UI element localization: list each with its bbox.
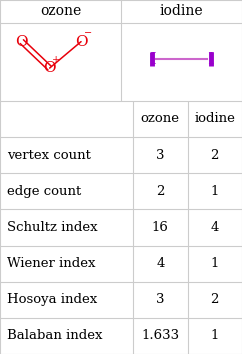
Text: 2: 2: [211, 149, 219, 162]
Text: vertex count: vertex count: [7, 149, 91, 162]
Text: ozone: ozone: [40, 4, 81, 18]
Text: 2: 2: [156, 185, 165, 198]
Text: 3: 3: [156, 293, 165, 306]
Text: 1.633: 1.633: [141, 330, 179, 342]
Text: 4: 4: [156, 257, 165, 270]
Text: 1: 1: [211, 185, 219, 198]
Text: iodine: iodine: [160, 4, 203, 18]
Text: 3: 3: [156, 149, 165, 162]
Text: edge count: edge count: [7, 185, 82, 198]
Text: −: −: [84, 29, 92, 38]
Text: 16: 16: [152, 221, 169, 234]
Text: ozone: ozone: [141, 113, 180, 125]
Text: I: I: [207, 51, 214, 68]
Text: O: O: [43, 61, 56, 75]
Text: I: I: [149, 51, 156, 68]
Text: Hosoya index: Hosoya index: [7, 293, 98, 306]
Text: 1: 1: [211, 257, 219, 270]
Text: Balaban index: Balaban index: [7, 330, 103, 342]
Text: Schultz index: Schultz index: [7, 221, 98, 234]
Text: 4: 4: [211, 221, 219, 234]
Text: Wiener index: Wiener index: [7, 257, 96, 270]
Text: 1: 1: [211, 330, 219, 342]
Text: +: +: [52, 55, 60, 64]
Text: iodine: iodine: [194, 113, 235, 125]
Text: O: O: [75, 35, 87, 48]
Text: 2: 2: [211, 293, 219, 306]
Text: O: O: [15, 35, 28, 48]
